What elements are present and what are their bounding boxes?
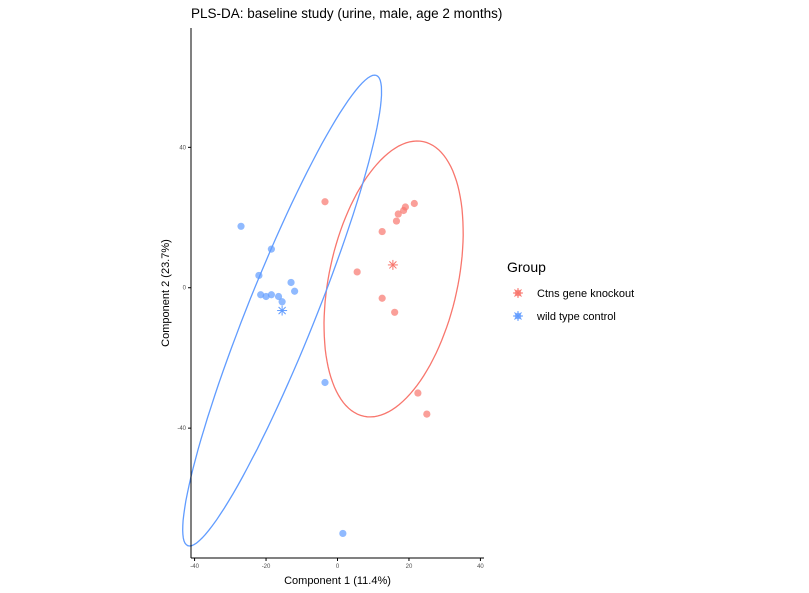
data-point <box>394 210 402 218</box>
y-tick-label: 40 <box>179 145 186 151</box>
plot-area <box>182 74 464 547</box>
confidence-ellipses <box>182 74 464 547</box>
data-point <box>353 268 361 276</box>
legend-label: Ctns gene knockout <box>537 288 634 300</box>
data-point <box>267 291 275 299</box>
data-point <box>291 287 299 295</box>
x-tick-label: -40 <box>190 564 199 570</box>
data-point <box>423 410 431 418</box>
ellipse-ctns-gene-knockout <box>323 140 464 418</box>
data-point <box>378 294 386 302</box>
data-point <box>414 389 422 397</box>
legend-item: Ctns gene knockout <box>513 288 634 300</box>
data-point <box>321 198 329 206</box>
data-point <box>255 271 263 280</box>
chart-title: PLS-DA: baseline study (urine, male, age… <box>191 6 502 21</box>
x-tick-label: 0 <box>336 564 340 570</box>
y-tick-label: 0 <box>183 286 187 292</box>
y-axis-ticks: 40 0 -40 <box>177 145 191 432</box>
data-points <box>237 198 431 538</box>
legend-label: wild type control <box>536 311 616 323</box>
data-point <box>391 308 399 316</box>
data-point <box>287 278 295 287</box>
x-axis-label: Component 1 (11.4%) <box>284 575 391 587</box>
data-point <box>267 245 275 253</box>
legend-title: Group <box>507 259 546 275</box>
data-point <box>237 222 245 230</box>
data-point <box>401 203 409 211</box>
centroid-marker <box>277 305 288 316</box>
data-point <box>410 199 418 208</box>
y-axis-label: Component 2 (23.7%) <box>160 239 172 347</box>
legend-key-asterisk <box>513 311 523 321</box>
data-point <box>392 217 401 225</box>
data-point <box>278 298 286 306</box>
x-axis-ticks: -40 -20 0 20 40 <box>190 558 484 570</box>
legend: Group Ctns gene knockout wild type contro… <box>507 259 634 323</box>
data-point <box>274 292 283 301</box>
legend-item: wild type control <box>513 311 616 323</box>
legend-items: Ctns gene knockout wild type control <box>513 288 634 323</box>
ellipse-wild-type-control <box>182 74 383 547</box>
x-tick-label: -20 <box>262 564 271 570</box>
x-tick-label: 20 <box>406 564 413 570</box>
y-tick-label: -40 <box>177 426 186 432</box>
legend-key-asterisk <box>513 288 523 298</box>
data-point <box>339 529 347 538</box>
data-point <box>378 227 386 236</box>
x-tick-label: 40 <box>477 564 484 570</box>
group-centroids <box>277 259 398 316</box>
data-point <box>321 378 329 387</box>
centroid-marker <box>387 259 398 270</box>
